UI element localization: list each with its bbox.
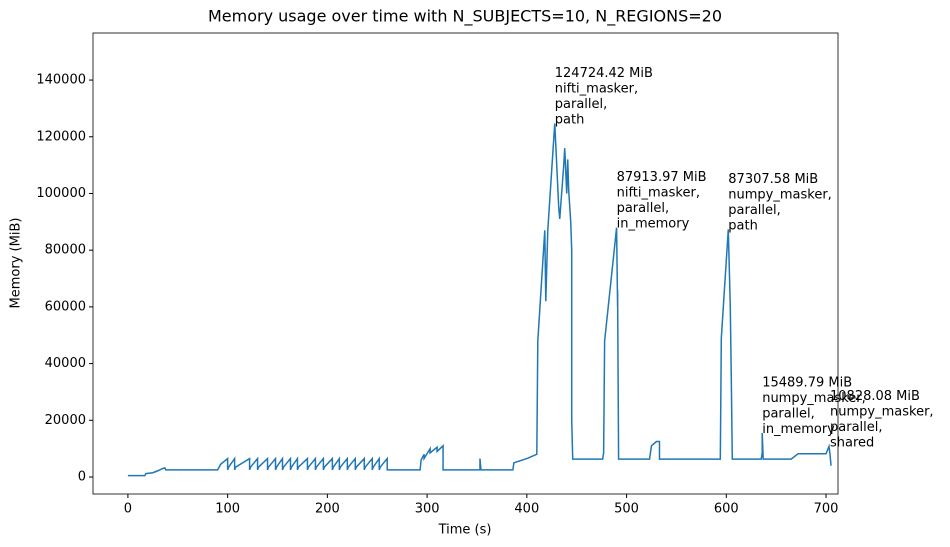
annotation: in_memory — [762, 422, 835, 437]
y-tick-label: 120000 — [36, 129, 86, 144]
x-tick-label: 200 — [315, 502, 340, 517]
x-tick-label: 500 — [614, 502, 639, 517]
annotation: 87307.58 MiB — [728, 172, 818, 187]
y-axis-label: Memory (MiB) — [9, 218, 24, 309]
x-tick-label: 300 — [415, 502, 440, 517]
x-tick-label: 0 — [124, 502, 132, 517]
annotation: 124724.42 MiB — [555, 66, 653, 81]
annotation: parallel, — [555, 97, 608, 112]
annotation: parallel, — [762, 407, 815, 422]
annotation: 87913.97 MiB — [617, 170, 707, 185]
annotation: path — [728, 218, 758, 233]
y-tick-label: 100000 — [36, 186, 86, 201]
y-tick-label: 60000 — [45, 299, 86, 314]
annotation: numpy_masker, — [830, 404, 934, 419]
annotation: numpy_masker, — [762, 391, 866, 406]
line-series — [127, 123, 832, 477]
x-tick-label: 400 — [514, 502, 539, 517]
annotation: nifti_masker, — [555, 81, 638, 96]
plot-frame — [92, 32, 839, 495]
x-axis-label: Time (s) — [438, 523, 492, 538]
y-tick-label: 40000 — [45, 356, 86, 371]
x-tick-label: 100 — [215, 502, 240, 517]
annotation: path — [555, 112, 585, 127]
annotation: shared — [830, 435, 874, 450]
y-tick-label: 20000 — [45, 413, 86, 428]
annotation: 15489.79 MiB — [762, 376, 852, 391]
annotation: parallel, — [728, 203, 781, 218]
annotation: parallel, — [830, 420, 883, 435]
y-tick-label: 140000 — [36, 73, 86, 88]
chart-title: Memory usage over time with N_SUBJECTS=1… — [208, 7, 722, 27]
y-tick-label: 80000 — [45, 243, 86, 258]
annotation: numpy_masker, — [728, 187, 832, 202]
x-tick-label: 600 — [714, 502, 739, 517]
annotation: nifti_masker, — [617, 186, 700, 201]
annotation: in_memory — [617, 217, 690, 232]
x-tick-label: 700 — [814, 502, 839, 517]
annotation: 10828.08 MiB — [830, 389, 920, 404]
y-tick-label: 0 — [78, 469, 86, 484]
annotation: parallel, — [617, 201, 670, 216]
